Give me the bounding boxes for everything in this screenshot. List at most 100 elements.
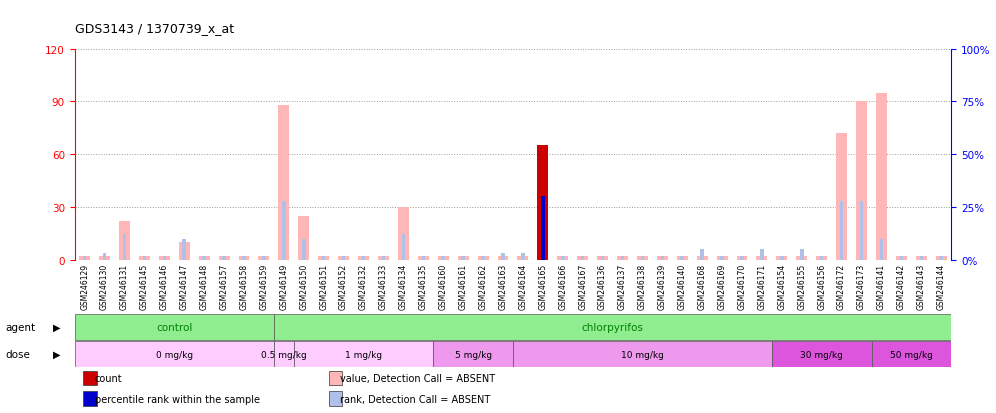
Bar — [840, 201, 844, 260]
Bar — [860, 201, 864, 260]
Bar — [875, 93, 886, 260]
Bar — [581, 256, 585, 260]
Bar — [879, 239, 883, 260]
Bar — [915, 256, 926, 260]
Bar — [660, 256, 664, 260]
Bar — [258, 256, 269, 260]
Text: 1 mg/kg: 1 mg/kg — [345, 350, 382, 358]
Bar — [329, 371, 342, 385]
Bar — [700, 249, 704, 260]
Bar — [939, 256, 943, 260]
Bar — [617, 256, 627, 260]
Bar — [757, 256, 767, 260]
Bar — [418, 256, 428, 260]
Text: value, Detection Call = ABSENT: value, Detection Call = ABSENT — [341, 373, 495, 383]
Bar — [800, 249, 804, 260]
Text: agent: agent — [5, 322, 35, 332]
Text: 50 mg/kg: 50 mg/kg — [889, 350, 933, 358]
Bar — [178, 243, 189, 260]
Text: ▶: ▶ — [53, 349, 61, 359]
Bar — [501, 254, 505, 260]
Bar — [497, 256, 508, 260]
Bar — [278, 106, 289, 260]
Bar — [601, 256, 605, 260]
Bar — [557, 256, 568, 260]
Bar — [182, 239, 186, 260]
Text: 30 mg/kg: 30 mg/kg — [800, 350, 844, 358]
Text: rank, Detection Call = ABSENT: rank, Detection Call = ABSENT — [341, 394, 490, 404]
Bar — [282, 201, 286, 260]
Text: count: count — [95, 373, 123, 383]
Bar — [836, 134, 847, 260]
Bar — [359, 256, 369, 260]
Text: chlorpyrifos: chlorpyrifos — [582, 322, 643, 332]
Bar — [518, 256, 528, 260]
Text: 0 mg/kg: 0 mg/kg — [155, 350, 193, 358]
Bar — [538, 146, 548, 260]
Bar — [80, 256, 90, 260]
Text: percentile rank within the sample: percentile rank within the sample — [95, 394, 260, 404]
Bar — [302, 239, 306, 260]
Bar — [716, 256, 727, 260]
Bar — [162, 256, 166, 260]
Bar — [433, 341, 513, 367]
Bar — [895, 256, 906, 260]
Bar — [816, 256, 827, 260]
Bar — [513, 341, 772, 367]
Bar — [222, 256, 226, 260]
Bar — [75, 314, 274, 340]
Bar — [274, 314, 951, 340]
Bar — [142, 256, 146, 260]
Bar — [377, 256, 388, 260]
Text: dose: dose — [5, 349, 30, 359]
Bar — [338, 256, 349, 260]
Bar — [578, 256, 588, 260]
Bar — [676, 256, 687, 260]
Bar — [740, 256, 744, 260]
Bar — [521, 254, 525, 260]
Bar — [872, 341, 951, 367]
Bar — [538, 146, 548, 260]
Bar — [772, 341, 872, 367]
Bar — [481, 256, 485, 260]
Bar — [820, 256, 824, 260]
Bar — [298, 216, 309, 260]
Text: ▶: ▶ — [53, 322, 61, 332]
Bar — [780, 256, 784, 260]
Bar — [329, 392, 342, 406]
Bar — [158, 256, 169, 260]
Bar — [318, 256, 329, 260]
Bar — [597, 256, 608, 260]
Bar — [322, 256, 326, 260]
Text: control: control — [156, 322, 192, 332]
Bar — [362, 256, 366, 260]
Bar — [458, 256, 469, 260]
Bar — [477, 256, 488, 260]
Bar — [238, 256, 249, 260]
Bar — [696, 256, 707, 260]
Bar — [202, 256, 206, 260]
Bar — [75, 341, 274, 367]
Bar — [935, 256, 946, 260]
Bar — [138, 256, 149, 260]
Bar — [401, 235, 405, 260]
Bar — [720, 256, 724, 260]
Bar — [262, 256, 266, 260]
Bar — [919, 256, 923, 260]
Bar — [736, 256, 747, 260]
Bar — [760, 249, 764, 260]
Bar — [441, 256, 445, 260]
Bar — [294, 341, 433, 367]
Bar — [776, 256, 787, 260]
Bar — [198, 256, 209, 260]
Bar — [99, 256, 110, 260]
Bar — [541, 197, 545, 260]
Text: 5 mg/kg: 5 mg/kg — [454, 350, 492, 358]
Bar — [397, 207, 408, 260]
Text: 0.5 mg/kg: 0.5 mg/kg — [261, 350, 307, 358]
Bar — [123, 235, 126, 260]
Bar — [541, 197, 545, 260]
Bar — [680, 256, 684, 260]
Bar — [421, 256, 425, 260]
Bar — [561, 256, 565, 260]
